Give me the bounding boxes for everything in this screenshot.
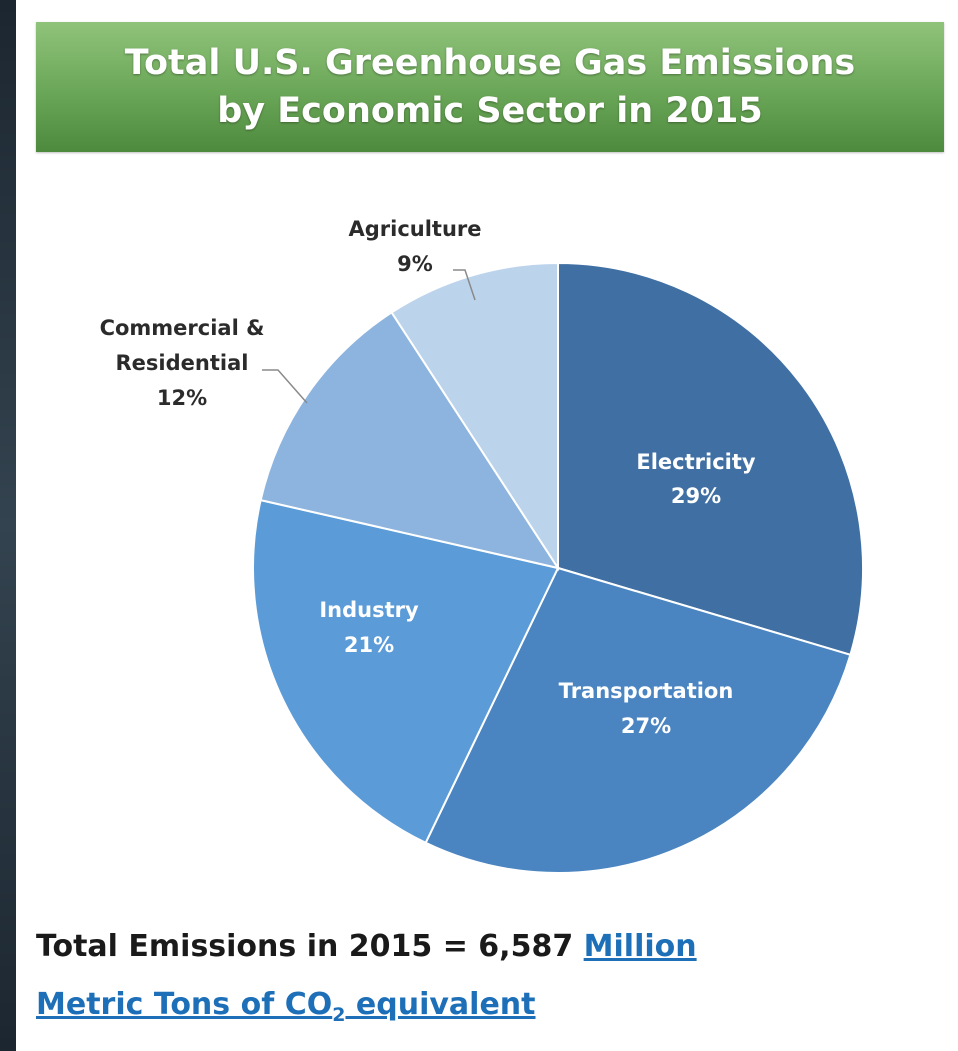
commercial-leader-line [262, 369, 308, 404]
commercial-pct: 12% [157, 386, 207, 410]
electricity-label: Electricity [636, 450, 756, 474]
pie-slice-electricity [557, 261, 864, 657]
footer-line1: Total Emissions in 2015 = 6,587 Million [36, 918, 936, 976]
industry-pct: 21% [344, 633, 394, 657]
units-link-part2[interactable]: Metric Tons of CO2 equivalent [36, 987, 536, 1026]
total-emissions-text: Total Emissions in 2015 = 6,587 [36, 929, 584, 964]
transportation-pct: 27% [621, 714, 671, 738]
chart-title-line2: by Economic Sector in 2015 [217, 91, 763, 131]
pie-slice-commercial-residential [259, 310, 561, 570]
co2-subscript: 2 [332, 1004, 346, 1026]
footer-line2: Metric Tons of CO2 equivalent [36, 976, 936, 1044]
units-link-equivalent: equivalent [345, 987, 536, 1022]
electricity-pct: 29% [671, 484, 721, 508]
title-banner: Total U.S. Greenhouse Gas Emissions by E… [36, 22, 944, 152]
industry-label: Industry [319, 598, 419, 622]
agriculture-pct: 9% [397, 252, 433, 276]
pie-slice-industry [252, 498, 560, 845]
agriculture-leader-line [453, 269, 476, 301]
units-link-text: Metric Tons of CO [36, 987, 333, 1022]
footer-total: Total Emissions in 2015 = 6,587 Million … [36, 918, 936, 1044]
transportation-label: Transportation [559, 679, 734, 703]
commercial-label-line1: Commercial & [100, 316, 265, 340]
pie-slice-transportation [424, 566, 852, 874]
pie-slice-agriculture [390, 261, 559, 572]
commercial-label-line2: Residential [116, 351, 249, 375]
pie-slices [252, 261, 864, 874]
left-edge [0, 0, 16, 1051]
units-link-part1[interactable]: Million [583, 929, 697, 964]
chart-title-line1: Total U.S. Greenhouse Gas Emissions [124, 43, 856, 83]
agriculture-label: Agriculture [348, 217, 481, 241]
